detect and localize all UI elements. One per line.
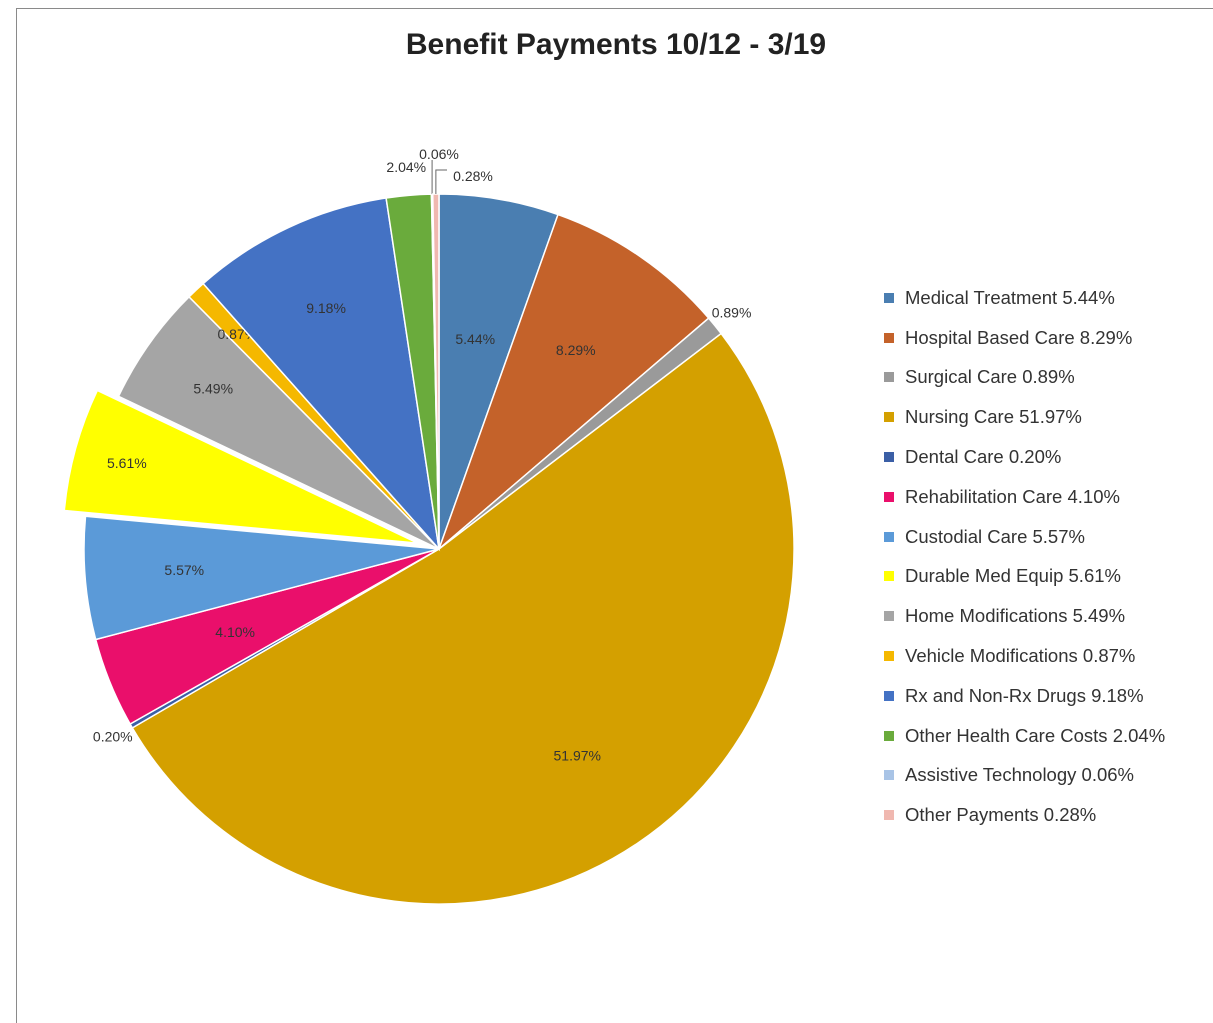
legend-swatch xyxy=(884,372,894,383)
chart-title: Benefit Payments 10/12 - 3/19 xyxy=(405,28,827,61)
legend-swatch xyxy=(884,690,894,701)
legend-label: Medical Treatment 5.44% xyxy=(905,286,1115,308)
legend-item-rx-and-non-rx-drugs: Rx and Non-Rx Drugs 9.18% xyxy=(884,676,1165,716)
legend-label: Durable Med Equip 5.61% xyxy=(905,565,1121,587)
leader-line-other-payments xyxy=(435,169,447,195)
legend-label: Home Modifications 5.49% xyxy=(905,605,1126,627)
legend-label: Hospital Based Care 8.29% xyxy=(905,326,1133,348)
data-label-rx-and-non-rx-drugs: 9.18% xyxy=(306,300,346,316)
data-label-custodial-care: 5.57% xyxy=(164,562,204,578)
legend-swatch xyxy=(884,730,894,741)
legend-item-nursing-care: Nursing Care 51.97% xyxy=(884,397,1165,437)
legend-label: Other Payments 0.28% xyxy=(905,804,1097,826)
pie-slice-nursing-care xyxy=(131,332,795,905)
chart-frame xyxy=(16,8,1213,1023)
legend-label: Rehabilitation Care 4.10% xyxy=(905,485,1120,507)
legend-swatch xyxy=(884,412,894,423)
legend-item-other-payments: Other Payments 0.28% xyxy=(884,795,1165,835)
legend-label: Nursing Care 51.97% xyxy=(905,406,1082,428)
legend-label: Assistive Technology 0.06% xyxy=(905,764,1134,786)
data-label-assistive-technology: 0.06% xyxy=(419,146,459,162)
legend-item-medical-treatment: Medical Treatment 5.44% xyxy=(884,278,1165,318)
legend-item-hospital-based-care: Hospital Based Care 8.29% xyxy=(884,318,1165,358)
legend-swatch xyxy=(884,332,894,343)
data-label-nursing-care: 51.97% xyxy=(554,747,601,763)
legend-item-durable-med-equip: Durable Med Equip 5.61% xyxy=(884,557,1165,597)
legend-swatch xyxy=(884,292,894,303)
pie-slice-durable-med-equip xyxy=(63,389,419,544)
legend-item-custodial-care: Custodial Care 5.57% xyxy=(884,517,1165,557)
legend-item-assistive-technology: Assistive Technology 0.06% xyxy=(884,756,1165,796)
data-label-rehabilitation-care: 4.10% xyxy=(215,624,255,640)
legend-swatch xyxy=(884,491,894,502)
pie-slice-other-payments xyxy=(431,193,440,550)
legend-label: Dental Care 0.20% xyxy=(905,446,1062,468)
data-label-home-modifications: 5.49% xyxy=(193,381,233,397)
legend-swatch xyxy=(884,770,894,781)
legend-item-vehicle-modifications: Vehicle Modifications 0.87% xyxy=(884,636,1165,676)
pie-slice-custodial-care xyxy=(83,515,440,641)
data-label-medical-treatment: 5.44% xyxy=(455,331,495,347)
legend-item-rehabilitation-care: Rehabilitation Care 4.10% xyxy=(884,477,1165,517)
legend-item-other-health-care-costs: Other Health Care Costs 2.04% xyxy=(884,716,1165,756)
legend-label: Surgical Care 0.89% xyxy=(905,366,1075,388)
data-label-other-payments: 0.28% xyxy=(453,168,493,184)
legend-swatch xyxy=(884,531,894,542)
legend-label: Vehicle Modifications 0.87% xyxy=(905,645,1136,667)
legend-swatch xyxy=(884,571,894,582)
legend-swatch xyxy=(884,452,894,463)
legend-swatch xyxy=(884,651,894,662)
legend-item-surgical-care: Surgical Care 0.89% xyxy=(884,358,1165,398)
data-label-hospital-based-care: 8.29% xyxy=(556,342,596,358)
data-label-other-health-care-costs: 2.04% xyxy=(386,159,426,175)
legend-label: Rx and Non-Rx Drugs 9.18% xyxy=(905,684,1144,706)
data-label-dental-care: 0.20% xyxy=(93,729,133,745)
chart-legend: Medical Treatment 5.44% Hospital Based Ca… xyxy=(884,278,1165,835)
legend-swatch xyxy=(884,611,894,622)
pie-slice-rx-and-non-rx-drugs xyxy=(202,197,441,552)
legend-swatch xyxy=(884,810,894,821)
data-label-surgical-care: 0.89% xyxy=(712,304,752,320)
legend-item-dental-care: Dental Care 0.20% xyxy=(884,437,1165,477)
pie-slice-hospital-based-care xyxy=(437,213,710,552)
legend-item-home-modifications: Home Modifications 5.49% xyxy=(884,596,1165,636)
legend-label: Custodial Care 5.57% xyxy=(905,525,1085,547)
legend-label: Other Health Care Costs 2.04% xyxy=(905,724,1166,746)
data-label-durable-med-equip: 5.61% xyxy=(107,455,147,471)
